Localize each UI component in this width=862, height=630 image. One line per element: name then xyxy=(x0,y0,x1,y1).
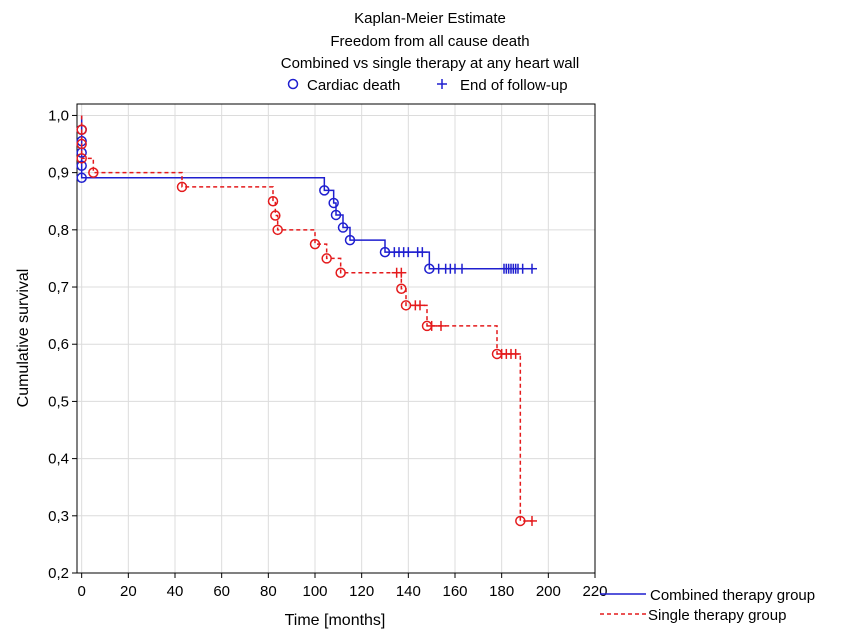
chart-title-line-3: Combined vs single therapy at any heart … xyxy=(281,55,580,72)
x-axis-label: Time [months] xyxy=(285,612,386,629)
combined-therapy-death-marker xyxy=(319,185,330,196)
y-tick-label: 0,5 xyxy=(48,393,69,410)
single-therapy-death-marker xyxy=(309,238,321,250)
single-therapy-death-marker xyxy=(76,124,87,135)
marker-legend-end-of-follow-up-label: End of follow-up xyxy=(460,77,568,94)
chart-title-line-2: Freedom from all cause death xyxy=(330,33,529,50)
single-therapy-death-marker xyxy=(176,181,188,193)
y-tick-label: 0,9 xyxy=(48,165,69,182)
y-tick-label: 0,2 xyxy=(48,565,69,582)
y-tick-labels: 0,2 0,3 0,4 0,5 0,6 0,7 0,8 0,9 1,0 xyxy=(48,107,69,582)
combined-therapy-death-marker xyxy=(76,172,87,184)
x-tick-label: 60 xyxy=(213,583,230,600)
y-tick-label: 0,6 xyxy=(48,336,69,353)
single-therapy-censor-marker xyxy=(436,320,446,331)
y-tick-label: 0,3 xyxy=(48,508,69,525)
axis-ticks xyxy=(72,114,596,578)
single-therapy-censor-marker xyxy=(396,267,407,278)
x-tick-label: 0 xyxy=(77,583,85,600)
chart-title-line-1: Kaplan-Meier Estimate xyxy=(354,10,506,27)
single-therapy-censor-marker xyxy=(415,300,425,311)
survival-curves xyxy=(76,115,537,527)
combined-therapy-death-marker xyxy=(330,209,342,221)
single-therapy-death-marker xyxy=(267,195,279,207)
x-tick-label: 140 xyxy=(396,583,421,600)
combined-therapy-death-marker xyxy=(328,197,339,209)
single-therapy-death-marker xyxy=(270,210,281,221)
y-tick-label: 0,7 xyxy=(48,279,69,296)
plot-area-frame xyxy=(76,103,596,574)
combined-therapy-death-marker xyxy=(344,234,356,246)
single-therapy-death-marker xyxy=(88,167,99,178)
x-tick-label: 180 xyxy=(489,583,514,600)
line-legend-combined-label: Combined therapy group xyxy=(650,587,815,604)
x-tick-label: 160 xyxy=(442,583,467,600)
y-tick-label: 0,4 xyxy=(48,451,69,468)
single-therapy-series xyxy=(76,115,537,527)
y-tick-label: 0,8 xyxy=(48,222,69,239)
line-legend: Combined therapy group Single therapy gr… xyxy=(600,587,815,624)
x-tick-label: 200 xyxy=(536,583,561,600)
x-tick-label: 220 xyxy=(582,583,607,600)
single-therapy-censor-marker xyxy=(510,348,521,359)
combined-therapy-censor-marker xyxy=(403,247,414,258)
x-tick-labels: 0 20 40 60 80 100 120 140 160 180 200 220 xyxy=(77,583,607,600)
combined-therapy-death-marker xyxy=(337,222,349,233)
single-therapy-censor-marker xyxy=(527,515,537,526)
x-tick-label: 80 xyxy=(260,583,277,600)
chart-title: Kaplan-Meier Estimate Freedom from all c… xyxy=(281,10,580,72)
marker-legend-circle-icon xyxy=(287,78,299,90)
single-therapy-death-marker xyxy=(396,283,407,294)
combined-therapy-censor-marker xyxy=(517,263,528,274)
single-therapy-death-marker xyxy=(321,253,332,264)
marker-legend-plus-icon xyxy=(437,79,447,89)
combined-therapy-censor-marker xyxy=(527,263,537,274)
marker-legend-cardiac-death-label: Cardiac death xyxy=(307,77,400,94)
y-tick-label: 1,0 xyxy=(48,107,69,124)
single-therapy-censor-marker xyxy=(426,320,437,331)
x-tick-label: 120 xyxy=(349,583,374,600)
combined-therapy-censor-marker xyxy=(457,263,467,274)
x-tick-label: 20 xyxy=(120,583,137,600)
single-therapy-death-marker xyxy=(76,153,87,164)
combined-therapy-death-marker xyxy=(76,160,87,172)
y-axis-label: Cumulative survival xyxy=(15,269,32,408)
single-therapy-death-marker xyxy=(335,267,346,278)
single-therapy-death-marker xyxy=(76,138,87,150)
line-legend-single-label: Single therapy group xyxy=(648,607,786,624)
single-therapy-death-marker xyxy=(515,515,526,527)
x-tick-label: 40 xyxy=(167,583,184,600)
combined-therapy-censor-marker xyxy=(417,247,428,258)
single-therapy-death-marker xyxy=(272,224,283,236)
combined-therapy-series xyxy=(76,115,537,274)
marker-legend: Cardiac death End of follow-up xyxy=(287,77,568,94)
x-tick-label: 100 xyxy=(302,583,327,600)
